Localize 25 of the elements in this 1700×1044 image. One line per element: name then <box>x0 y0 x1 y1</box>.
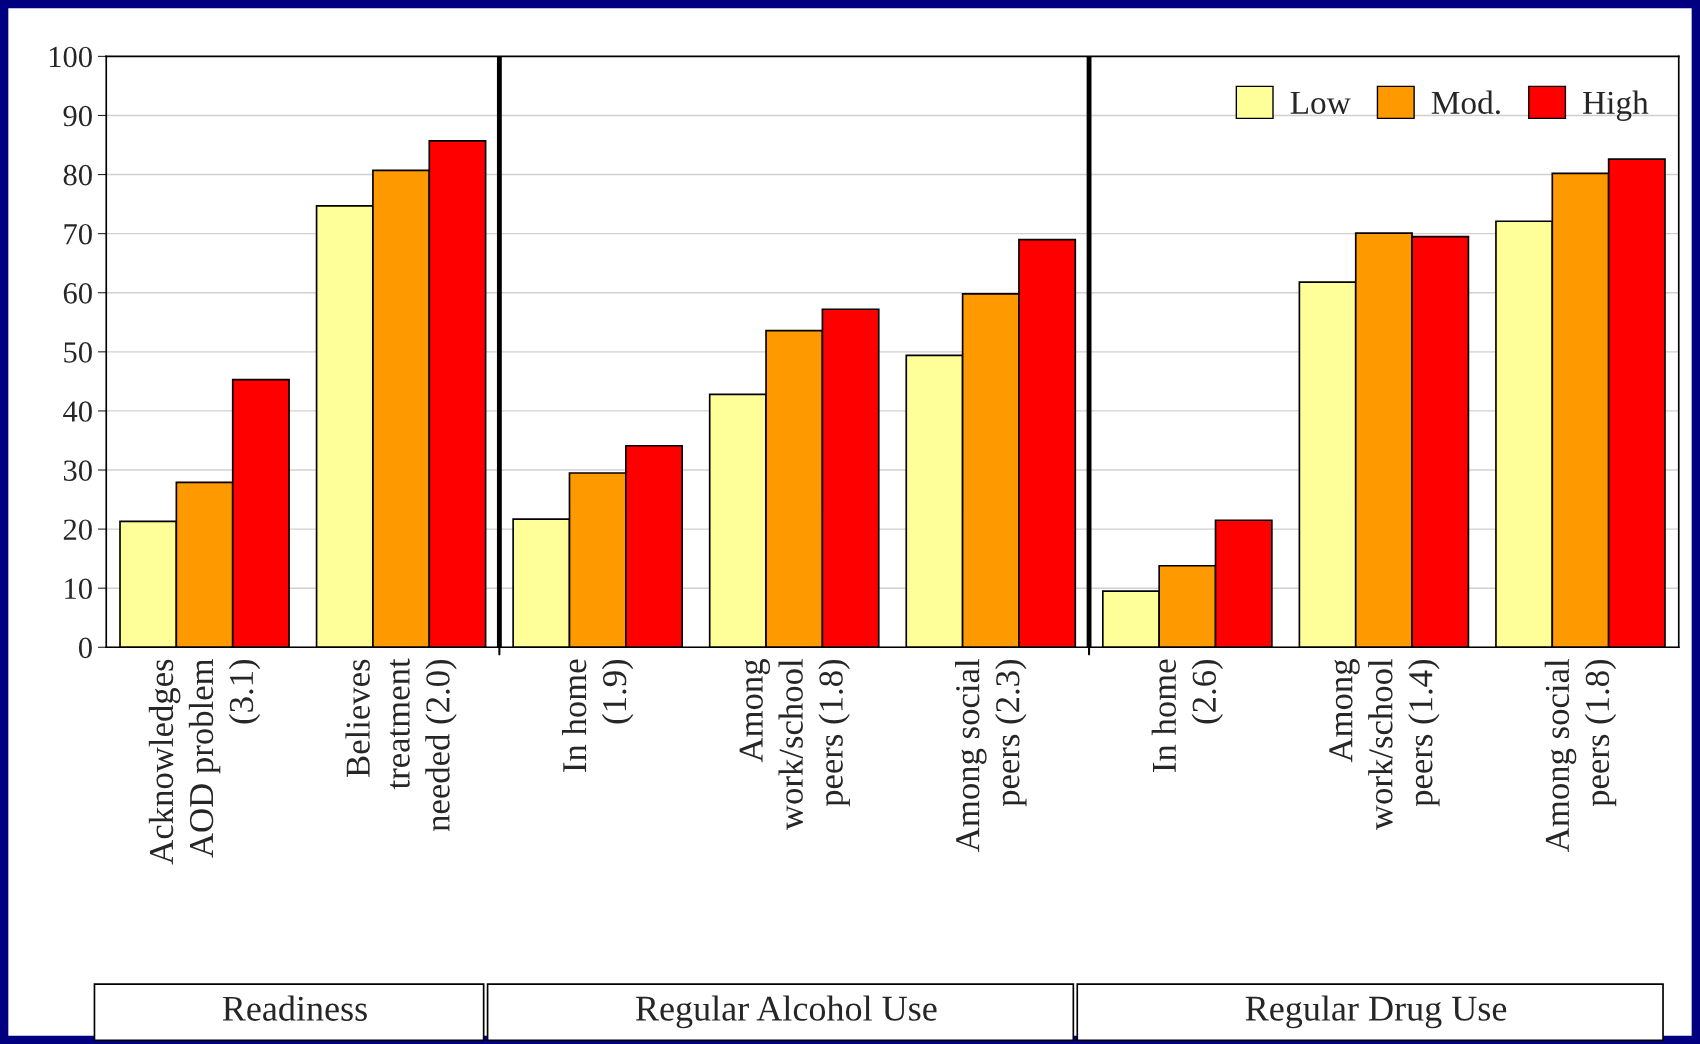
y-tick-label: 70 <box>64 223 92 245</box>
text: Readiness <box>222 995 367 1021</box>
y-tick-label: 40 <box>63 401 92 422</box>
y-tick-label: 10 <box>65 578 92 600</box>
x-tick-label: Believes treatment needed (2.0) <box>345 658 457 832</box>
text: Regular Drug Use <box>1245 995 1507 1029</box>
y-tick-label: 90 <box>63 105 92 127</box>
x-tick-label: Among social peers (1.8) <box>1544 659 1617 852</box>
legend-label: Low <box>1290 91 1351 115</box>
x-tick-label: In home (1.9) <box>561 659 634 772</box>
x-tick-label: Acknowledges AOD problem (3.1) <box>148 658 261 865</box>
x-tick-label: Among work/school peers (1.8) <box>739 659 850 831</box>
y-tick-label: 30 <box>63 460 92 481</box>
y-tick-label: 60 <box>63 283 92 304</box>
y-tick-label: 20 <box>63 519 92 540</box>
x-tick-label: Among work/school peers (1.4) <box>1329 659 1440 831</box>
legend-label: High <box>1583 90 1649 121</box>
legend-label: Mod. <box>1431 90 1500 115</box>
x-tick-label: In home (2.6) <box>1151 659 1224 772</box>
y-tick-label: 80 <box>63 164 92 186</box>
text: Regular Alcohol Use <box>635 995 937 1029</box>
y-tick-label: 50 <box>64 342 92 363</box>
x-tick-label: Among social peers (2.3) <box>955 659 1027 852</box>
y-tick-label: 100 <box>49 46 92 68</box>
y-tick-label: 0 <box>78 637 92 659</box>
